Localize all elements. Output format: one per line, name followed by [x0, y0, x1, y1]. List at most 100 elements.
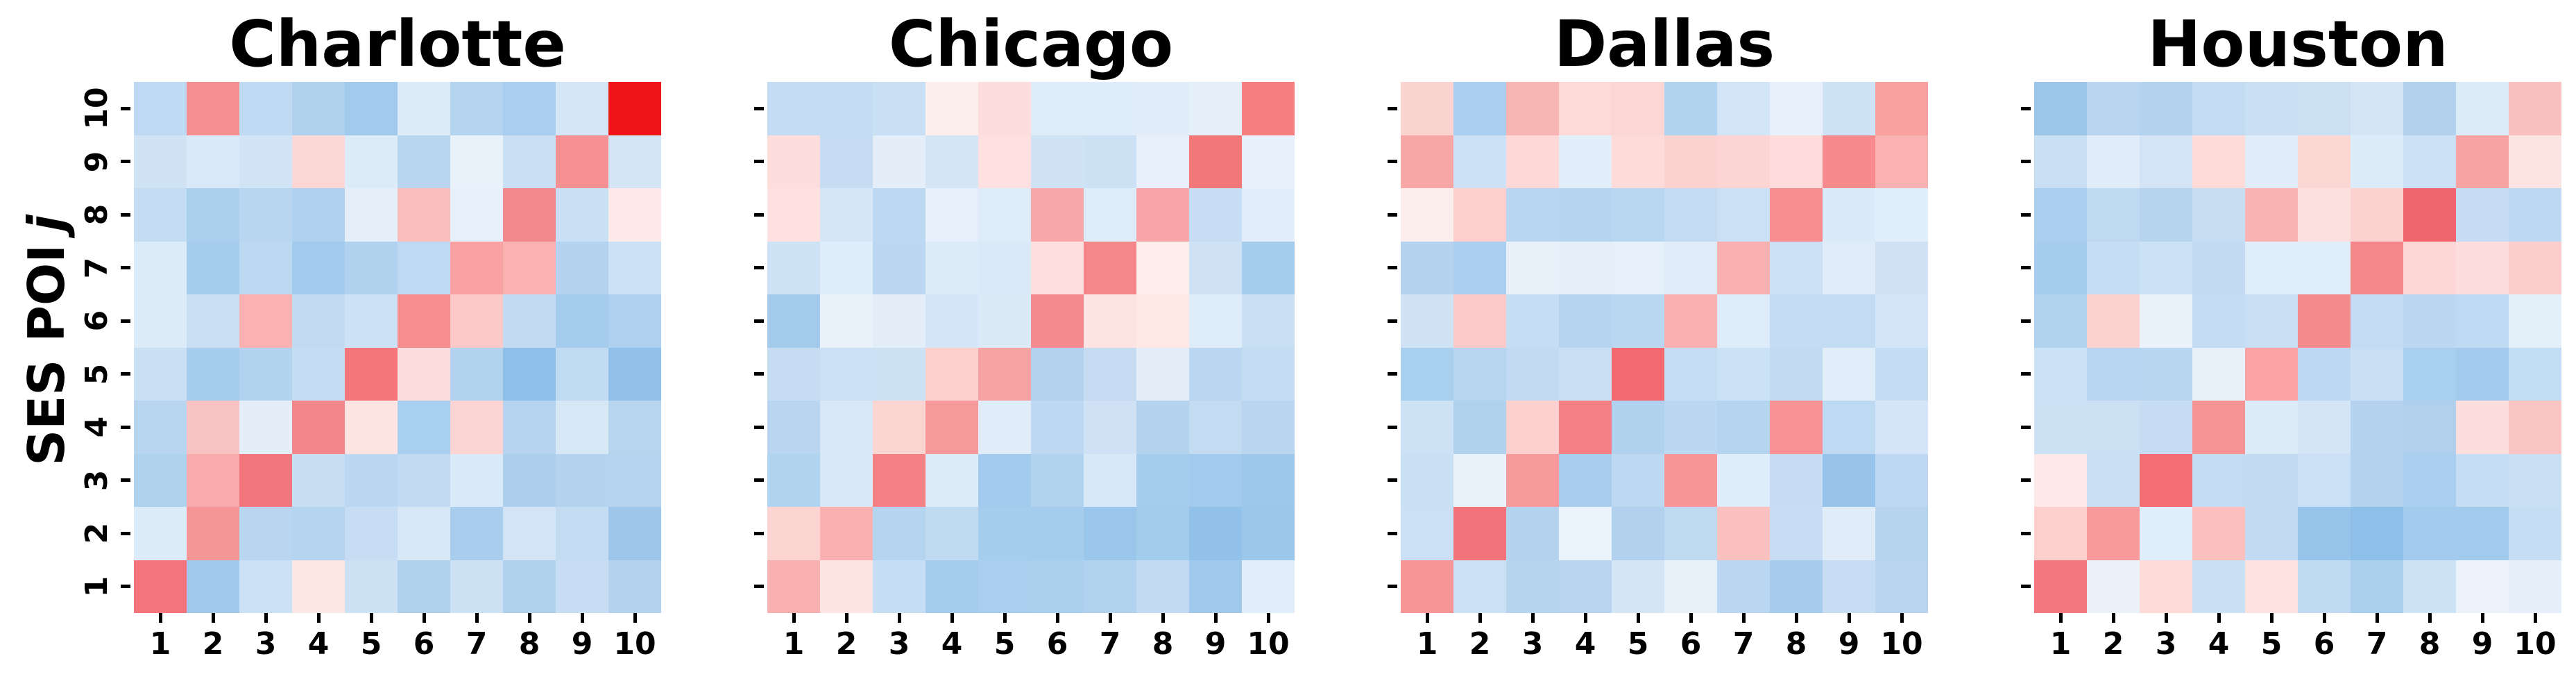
heatmap-cell: [926, 82, 978, 135]
heatmap-cell: [450, 188, 503, 242]
heatmap-cell: [1875, 453, 1928, 507]
y-axis-label-variable: j: [17, 215, 76, 232]
heatmap-cell: [2034, 294, 2087, 348]
heatmap-cell: [2087, 135, 2140, 188]
heatmap-cell: [1031, 294, 1084, 348]
x-tick-label: 7: [466, 626, 488, 662]
heatmap-cell: [2456, 560, 2509, 613]
heatmap-cell: [1189, 82, 1242, 135]
heatmap-cell: [1770, 401, 1823, 454]
heatmap-cell: [1770, 294, 1823, 348]
x-tick-label: 4: [2208, 626, 2230, 662]
y-tick-label: 3: [79, 469, 114, 492]
heatmap-cell: [2351, 507, 2403, 560]
panel-houston: Houston 1 2 3 4 5 6 7 8 9 10: [2021, 0, 2561, 679]
heatmap-cell: [450, 401, 503, 454]
x-tick-label: 8: [2419, 626, 2441, 662]
heatmap-cell: [187, 560, 239, 613]
heatmap-cell: [292, 453, 345, 507]
heatmap-cell: [2087, 347, 2140, 401]
heatmap-cell: [2034, 401, 2087, 454]
x-tick-label: 1: [1416, 626, 1438, 662]
heatmap-cell: [767, 401, 820, 454]
heatmap-cell: [978, 453, 1031, 507]
heatmap-cell: [1401, 82, 1453, 135]
heatmap-cell: [1084, 453, 1136, 507]
heatmap-cell: [1084, 82, 1136, 135]
heatmap-cell: [239, 347, 292, 401]
heatmap-cell: [608, 347, 661, 401]
heatmap-cell: [2509, 347, 2561, 401]
y-tick-mark: [1388, 266, 1397, 270]
heatmap-cell: [1559, 135, 1612, 188]
x-tick-mark: [950, 613, 954, 623]
heatmap-cell: [1189, 188, 1242, 242]
heatmap-cell: [1136, 507, 1189, 560]
heatmap-cell: [556, 453, 608, 507]
x-tick-label: 2: [1469, 626, 1491, 662]
heatmap-cell: [239, 401, 292, 454]
heatmap-cell: [608, 188, 661, 242]
heatmap-cell: [1823, 347, 1875, 401]
heatmap-grid: [2034, 82, 2561, 613]
heatmap-cell: [2192, 294, 2245, 348]
heatmap-cell: [2298, 294, 2351, 348]
y-tick-mark: [2021, 160, 2031, 164]
heatmap-cell: [1401, 135, 1453, 188]
heatmap-cell: [978, 507, 1031, 560]
heatmap-cell: [1136, 188, 1189, 242]
heatmap-cell: [608, 241, 661, 294]
panel-title: Chicago: [888, 7, 1174, 81]
heatmap-cell: [1031, 560, 1084, 613]
heatmap-cell: [292, 560, 345, 613]
x-tick-mark: [1055, 613, 1059, 623]
heatmap-cell: [1242, 401, 1295, 454]
x-tick-mark: [475, 613, 479, 623]
panel-title: Charlotte: [229, 7, 566, 81]
heatmap-cell: [2087, 82, 2140, 135]
heatmap-cell: [450, 135, 503, 188]
heatmap-cell: [2509, 453, 2561, 507]
y-tick-mark: [754, 212, 764, 217]
x-tick-mark: [897, 613, 901, 623]
heatmap-cell: [1875, 347, 1928, 401]
heatmap-cell: [1612, 135, 1664, 188]
x-tick-label: 1: [149, 626, 171, 662]
heatmap-cell: [503, 401, 556, 454]
heatmap-cell: [820, 347, 873, 401]
heatmap-cell: [398, 241, 450, 294]
heatmap-cell: [292, 241, 345, 294]
heatmap-cell: [134, 188, 187, 242]
heatmap-cell: [1823, 241, 1875, 294]
heatmap-cell: [2034, 347, 2087, 401]
heatmap-cell: [1717, 347, 1770, 401]
x-tick-mark: [2322, 613, 2326, 623]
heatmap-cell: [873, 453, 926, 507]
x-tick-label: 2: [2102, 626, 2124, 662]
heatmap-cell: [926, 347, 978, 401]
panel-title: Houston: [2147, 7, 2448, 81]
heatmap-cell: [134, 507, 187, 560]
heatmap-cell: [1031, 401, 1084, 454]
heatmap-cell: [398, 188, 450, 242]
y-tick-mark: [121, 319, 130, 323]
heatmap-cell: [1664, 507, 1717, 560]
heatmap-cell: [2351, 560, 2403, 613]
x-tick-label: 9: [2471, 626, 2493, 662]
heatmap-cell: [2140, 507, 2192, 560]
heatmap-cell: [187, 188, 239, 242]
heatmap-cell: [2509, 401, 2561, 454]
heatmap-cell: [398, 294, 450, 348]
y-tick-mark: [1388, 160, 1397, 164]
heatmap-cell: [1136, 294, 1189, 348]
heatmap-cell: [978, 401, 1031, 454]
x-tick-label: 3: [255, 626, 277, 662]
heatmap-cell: [1084, 294, 1136, 348]
y-tick-mark: [754, 266, 764, 270]
x-tick-mark: [2428, 613, 2432, 623]
heatmap-cell: [1559, 347, 1612, 401]
heatmap-cell: [1770, 347, 1823, 401]
heatmap-cell: [292, 294, 345, 348]
heatmap-cell: [1136, 401, 1189, 454]
heatmap-cell: [2140, 347, 2192, 401]
